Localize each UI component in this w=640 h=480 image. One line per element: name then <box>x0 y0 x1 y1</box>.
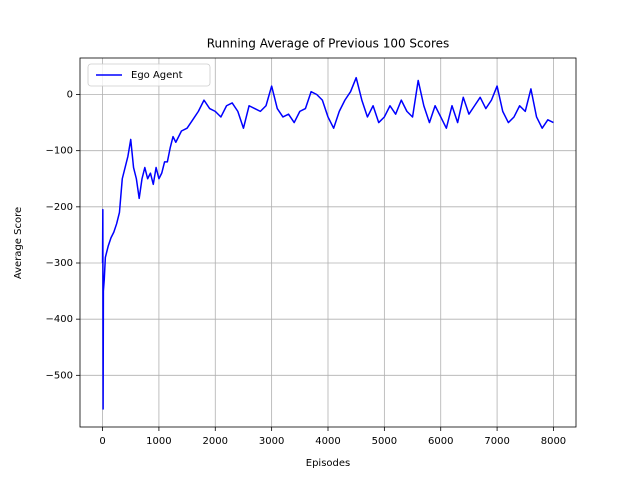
x-tick-label: 4000 <box>315 436 340 447</box>
y-tick-label: −500 <box>46 370 73 381</box>
y-tick-label: −200 <box>46 202 73 213</box>
y-axis-label: Average Score <box>13 207 24 279</box>
x-axis-label: Episodes <box>306 458 350 469</box>
legend-box <box>87 63 211 87</box>
chart-title: Running Average of Previous 100 Scores <box>207 37 450 51</box>
plot-frame <box>79 57 577 428</box>
x-tick-label: 7000 <box>484 436 509 447</box>
line-series <box>101 76 554 410</box>
x-tick-label: 3000 <box>259 436 284 447</box>
legend-label: Ego Agent <box>131 70 183 81</box>
y-tick-label: −300 <box>46 258 73 269</box>
x-tick-label: 6000 <box>428 436 453 447</box>
y-tick-label: 0 <box>67 90 73 101</box>
y-tick-label: −100 <box>46 146 73 157</box>
x-tick-label: 0 <box>99 436 105 447</box>
x-tick-label: 1000 <box>146 436 171 447</box>
y-tick-label: −400 <box>46 314 73 325</box>
x-tick-label: 2000 <box>203 436 228 447</box>
x-tick-label: 5000 <box>372 436 397 447</box>
x-tick-label: 8000 <box>541 436 566 447</box>
